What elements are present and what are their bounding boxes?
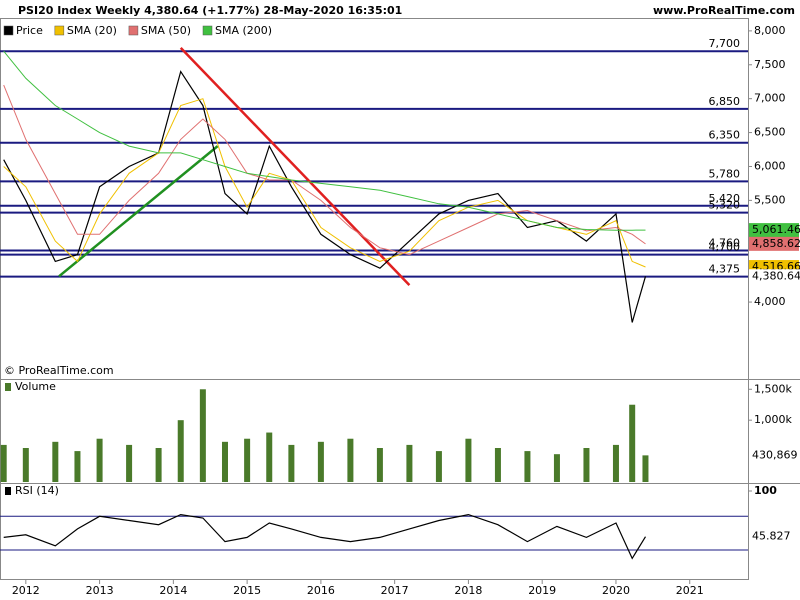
bar (317, 441, 324, 482)
value-label: 4,380.64 (752, 269, 800, 282)
x-tick-label: 2019 (528, 584, 556, 597)
bar (0, 444, 7, 482)
bar (583, 448, 590, 482)
bar (155, 448, 162, 482)
panel-title: Volume (15, 380, 56, 393)
bar (553, 454, 560, 482)
bar (74, 451, 81, 482)
level-label: 5,320 (709, 199, 741, 212)
y-tick-label: 7,500 (754, 58, 786, 71)
bar (494, 448, 501, 482)
value-box (749, 269, 799, 284)
icon (5, 487, 11, 495)
legend-swatch (3, 25, 14, 36)
value-box (749, 236, 799, 251)
level-label: 5,420 (709, 192, 741, 205)
copyright: © ProRealTime.com (4, 364, 114, 377)
x-tick-label: 2018 (454, 584, 482, 597)
legend-label: SMA (20) (67, 24, 117, 37)
level-label: 6,850 (709, 95, 741, 108)
icon (5, 383, 11, 391)
x-tick-label: 2021 (676, 584, 704, 597)
legend-label: Price (16, 24, 43, 37)
bar (524, 451, 531, 482)
legend-label: SMA (50) (141, 24, 191, 37)
y-tick-label: 100 (754, 484, 777, 497)
y-tick-label: 7,000 (754, 92, 786, 105)
y-tick-label: 1,000k (754, 413, 792, 426)
level-label: 4,375 (709, 263, 741, 276)
series-line (3, 84, 646, 256)
chart-title: PSI20 Index Weekly 4,380.64 (+1.77%) 28-… (18, 4, 402, 17)
legend-swatch (128, 25, 139, 36)
bar (435, 451, 442, 482)
x-tick-label: 2014 (159, 584, 187, 597)
source: www.ProRealTime.com (653, 4, 795, 17)
series-line (3, 50, 646, 231)
value-label: 4,858.62 (752, 237, 800, 250)
series-line (3, 513, 647, 560)
x-tick-label: 2015 (233, 584, 261, 597)
legend-swatch (202, 25, 213, 36)
trendline (58, 145, 219, 278)
bar (96, 438, 103, 482)
legend-label: SMA (200) (215, 24, 272, 37)
bar (52, 441, 59, 482)
value-box (749, 223, 799, 238)
series-line (3, 70, 647, 323)
bar (244, 438, 251, 482)
y-tick-label: 1,500k (754, 382, 792, 395)
bar (642, 455, 649, 482)
value-label: 5,061.46 (752, 223, 800, 236)
bar (266, 432, 273, 482)
level-label: 7,700 (709, 37, 741, 50)
frame (0, 18, 749, 580)
bar (177, 420, 184, 482)
bar (126, 444, 133, 482)
y-tick-label: 6,000 (754, 159, 786, 172)
y-tick-label: 5,500 (754, 193, 786, 206)
bar (221, 441, 228, 482)
level-label: 6,350 (709, 129, 741, 142)
y-tick-label: 8,000 (754, 24, 786, 37)
value-label: 430,869 (752, 448, 798, 461)
x-tick-label: 2017 (381, 584, 409, 597)
bar (612, 444, 619, 482)
level-label: 5,780 (709, 167, 741, 180)
bar (22, 448, 29, 482)
x-tick-label: 2020 (602, 584, 630, 597)
y-tick-label: 6,500 (754, 126, 786, 139)
bar (199, 389, 206, 482)
bar (288, 444, 295, 482)
level-label: 4,760 (709, 237, 741, 250)
bar (465, 438, 472, 482)
bar (376, 448, 383, 482)
legend-swatch (54, 25, 65, 36)
bar (629, 404, 636, 482)
level-label: 4,700 (709, 241, 741, 254)
bar (406, 444, 413, 482)
bar (347, 438, 354, 482)
y-tick-label: 4,000 (754, 295, 786, 308)
x-tick-label: 2013 (86, 584, 114, 597)
x-tick-label: 2016 (307, 584, 335, 597)
value-box (749, 448, 799, 463)
value-box (749, 529, 799, 544)
trendline (179, 46, 411, 286)
panel-title: RSI (14) (15, 484, 59, 497)
x-tick-label: 2012 (12, 584, 40, 597)
value-label: 45.827 (752, 530, 791, 543)
